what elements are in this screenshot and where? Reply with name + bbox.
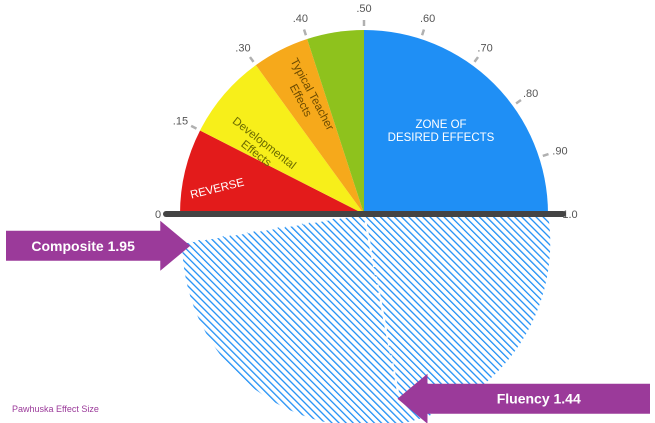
effect-divider-composite <box>182 213 365 244</box>
gauge-tick-mark <box>190 124 198 130</box>
gauge-tick-mark <box>542 152 549 158</box>
gauge-tick-label: 0 <box>155 209 161 221</box>
zone-label-zone-of-desired-effects: ZONE OF DESIRED EFFECTS <box>388 119 495 144</box>
zone-wedge-zone-of-desired-effects <box>364 30 548 214</box>
chart-caption: Pawhuska Effect Size <box>12 404 99 414</box>
gauge-tick-label: 1.0 <box>562 209 577 221</box>
arrow-label-composite: Composite 1.95 <box>31 238 135 254</box>
effect-divider-fluency <box>363 213 400 395</box>
zone-wedge-typical-teacher-effects <box>255 39 364 214</box>
zone-wedge-developmental-effects <box>200 65 364 215</box>
gauge-tick-label: .30 <box>235 42 250 54</box>
gauge-tick-label: .90 <box>552 145 567 157</box>
effect-arrows-layer: Composite 1.95 Fluency 1.44 <box>6 220 650 423</box>
gauge-tick-label: .15 <box>173 115 188 127</box>
gauge-tick-label: .70 <box>477 42 492 54</box>
gauge-tick-label: .50 <box>356 3 371 15</box>
gauge-tick-label: .60 <box>420 13 435 25</box>
effect-wedges-layer <box>182 213 551 423</box>
gauge-tick-mark <box>302 29 308 36</box>
arrow-label-fluency: Fluency 1.44 <box>497 391 581 407</box>
gauge-baseline <box>163 211 566 217</box>
gauge-ticks-layer: 0 .15 .30 .40 .50 .60 .70 .80 .90 1.0 <box>155 3 578 221</box>
zone-wedge-reverse <box>180 130 364 214</box>
arrow-composite <box>6 220 191 271</box>
gauge-tick-mark <box>420 29 426 36</box>
zone-wedge-unlabeled-3 <box>307 30 364 214</box>
arrow-fluency <box>397 373 650 423</box>
gauge-tick-label: .80 <box>523 88 538 100</box>
gauge-tick-mark <box>473 56 480 63</box>
effect-wedge-fluency <box>364 214 548 395</box>
gauge-tick-label: .40 <box>293 13 308 25</box>
gauge-tick-mark <box>515 98 522 105</box>
gauge-tick-mark <box>248 56 255 63</box>
